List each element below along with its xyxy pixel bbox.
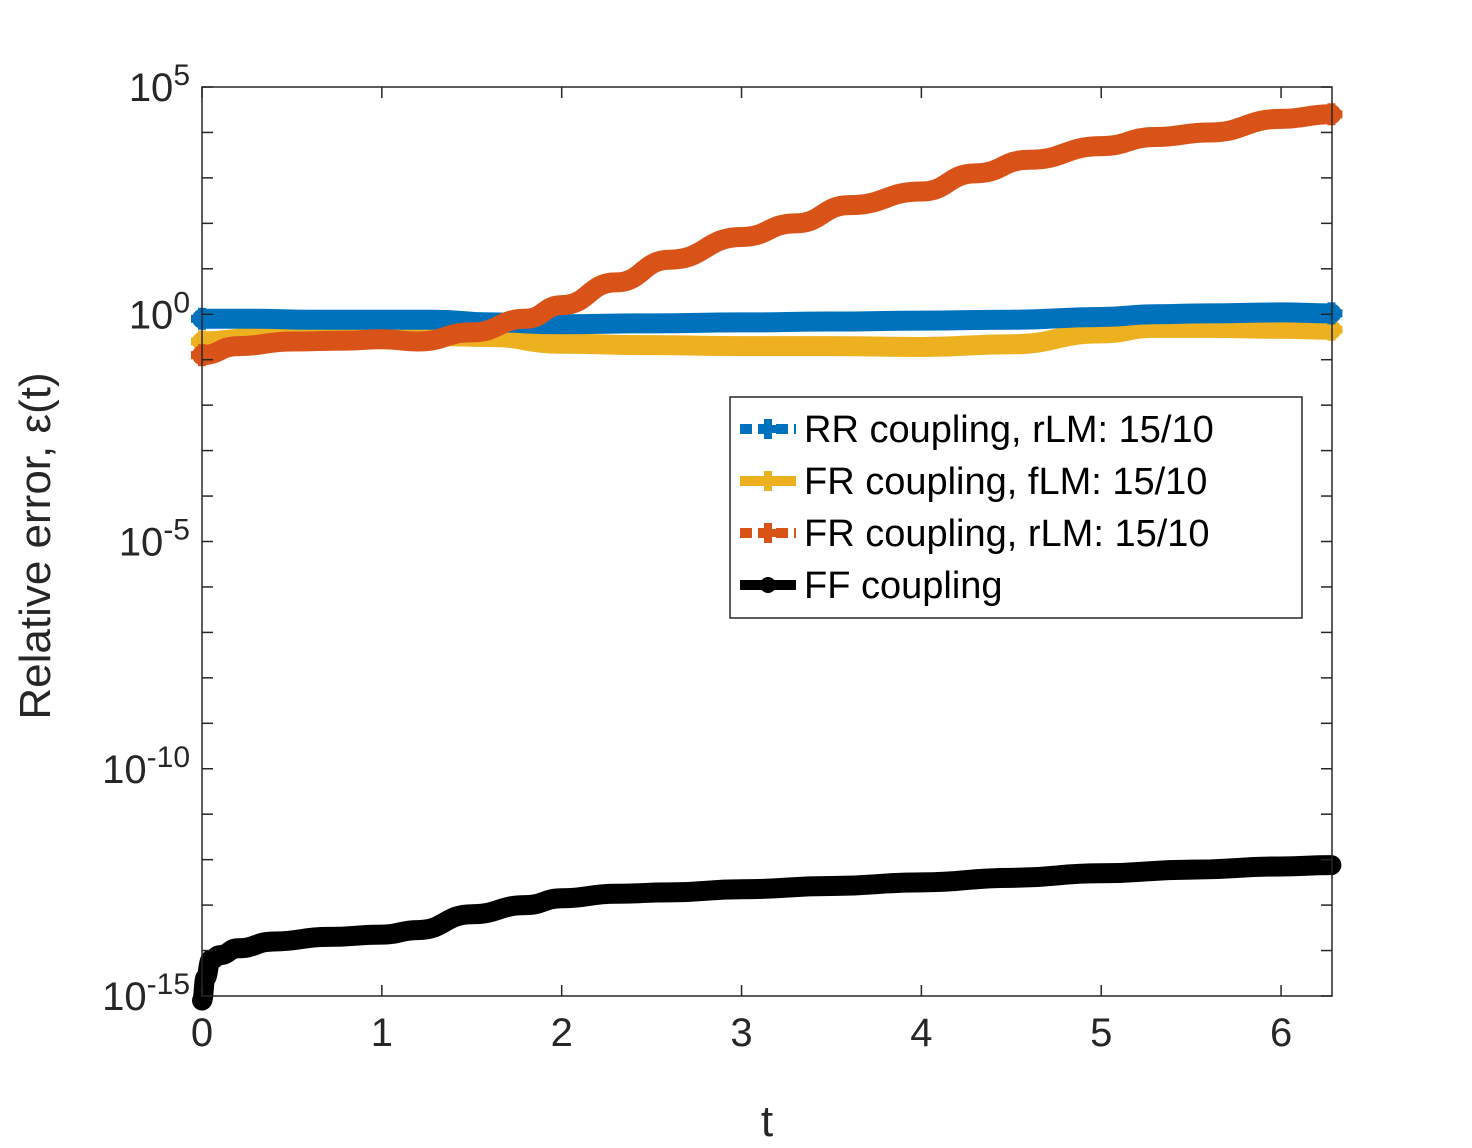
y-tick-exponent: -15 (147, 968, 190, 1001)
y-tick-base: 10 (102, 748, 147, 792)
series-line (192, 855, 1342, 1011)
legend-item: FR coupling, fLM: 15/10 (740, 461, 1207, 503)
legend-item: FR coupling, rLM: 15/10 (740, 513, 1210, 555)
legend-swatch-marker (760, 577, 776, 593)
series-line (192, 104, 1342, 366)
y-tick-label: 10-5 (119, 514, 190, 565)
y-tick-label: 100 (129, 286, 190, 337)
y-tick-label: 10-10 (102, 741, 190, 792)
legend-swatch-marker (764, 523, 772, 543)
legend-box (729, 396, 1303, 619)
x-tick-label: 3 (730, 1011, 752, 1055)
legend-item: FF coupling (740, 565, 1003, 607)
y-tick-base: 10 (119, 521, 164, 565)
legend-label: RR coupling, rLM: 15/10 (804, 409, 1214, 451)
y-tick-exponent: -10 (147, 741, 190, 774)
y-tick-base: 10 (102, 975, 147, 1019)
legend-swatch-marker (764, 471, 772, 491)
legend-swatch-marker (764, 419, 772, 439)
axes-layer (201, 86, 1333, 997)
y-tick-exponent: -5 (163, 514, 190, 547)
x-tick-label: 5 (1090, 1011, 1112, 1055)
y-tick-label: 105 (129, 59, 190, 110)
y-tick-exponent: 5 (173, 59, 190, 92)
series-line (192, 302, 1342, 335)
y-axis-label: Relative error, ε(t) (11, 372, 60, 719)
y-tick-label: 10-15 (102, 968, 190, 1019)
legend-label: FF coupling (804, 565, 1003, 607)
legend-label: FR coupling, fLM: 15/10 (804, 461, 1207, 503)
y-tick-exponent: 0 (173, 286, 190, 319)
legend-item: RR coupling, rLM: 15/10 (740, 409, 1214, 451)
y-tick-base: 10 (129, 66, 174, 110)
y-tick-base: 10 (129, 293, 174, 337)
legend-label: FR coupling, rLM: 15/10 (804, 513, 1210, 555)
legend: RR coupling, rLM: 15/10 FR coupling, fLM:… (729, 396, 1303, 619)
x-tick-label: 6 (1270, 1011, 1292, 1055)
x-tick-label: 4 (910, 1011, 932, 1055)
x-axis-label: t (761, 1097, 773, 1146)
x-tick-label: 2 (551, 1011, 573, 1055)
x-tick-label: 0 (191, 1011, 213, 1055)
x-tick-label: 1 (371, 1011, 393, 1055)
